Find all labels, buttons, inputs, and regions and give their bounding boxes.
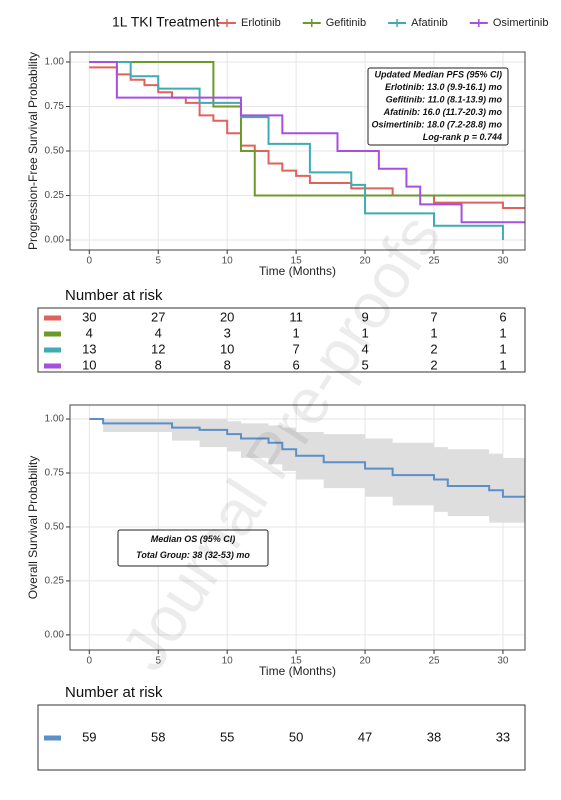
risk-count: 13 bbox=[82, 341, 96, 356]
risk-count: 1 bbox=[499, 325, 506, 340]
risk-count: 50 bbox=[289, 729, 303, 744]
risk-row-key bbox=[44, 735, 61, 741]
x-tick-label: 5 bbox=[155, 656, 161, 667]
risk-count: 58 bbox=[151, 729, 165, 744]
x-tick-label: 25 bbox=[428, 256, 440, 267]
risk-count: 47 bbox=[358, 729, 372, 744]
x-tick-label: 15 bbox=[291, 656, 303, 667]
risk-table-title: Number at risk bbox=[65, 287, 163, 304]
risk-count: 20 bbox=[220, 309, 234, 324]
risk-count: 12 bbox=[151, 341, 165, 356]
risk-table-box bbox=[37, 704, 526, 771]
x-tick-label: 15 bbox=[291, 256, 303, 267]
x-tick-label: 20 bbox=[359, 656, 371, 667]
x-tick-label: 0 bbox=[87, 656, 93, 667]
survival-curve bbox=[89, 418, 525, 498]
risk-count: 10 bbox=[220, 341, 234, 356]
legend-label: Gefitinib bbox=[326, 17, 366, 29]
risk-count: 4 bbox=[361, 341, 368, 356]
risk-count: 1 bbox=[361, 325, 368, 340]
risk-count: 59 bbox=[82, 729, 96, 744]
risk-row-key bbox=[44, 315, 61, 321]
risk-count: 9 bbox=[361, 309, 368, 324]
risk-count: 1 bbox=[430, 325, 437, 340]
x-tick-label: 5 bbox=[155, 256, 161, 267]
risk-count: 2 bbox=[430, 357, 437, 372]
risk-row-key bbox=[44, 363, 61, 369]
y-tick-label: 1.00 bbox=[45, 57, 65, 68]
x-tick-label: 20 bbox=[359, 256, 371, 267]
y-tick-label: 0.75 bbox=[45, 468, 65, 479]
y-tick-label: 1.00 bbox=[45, 414, 65, 425]
risk-row-key bbox=[44, 347, 61, 353]
y-tick-label: 0.75 bbox=[45, 101, 65, 112]
risk-count: 11 bbox=[289, 309, 303, 324]
x-tick-label: 30 bbox=[497, 656, 509, 667]
legend-label: Afatinib bbox=[411, 17, 448, 29]
y-tick-label: 0.00 bbox=[45, 235, 65, 246]
y-tick-label: 0.50 bbox=[45, 522, 65, 533]
plot-border bbox=[69, 51, 526, 251]
annotation-line: Osimertinib: 18.0 (7.2-28.8) mo bbox=[371, 119, 502, 129]
legend-label: Osimertinib bbox=[493, 17, 549, 29]
risk-count: 38 bbox=[427, 729, 441, 744]
risk-count: 10 bbox=[82, 357, 96, 372]
y-axis-title: Overall Survival Probability bbox=[26, 456, 40, 599]
risk-count: 30 bbox=[82, 309, 96, 324]
risk-count: 5 bbox=[361, 357, 368, 372]
risk-count: 6 bbox=[499, 309, 506, 324]
x-tick-label: 25 bbox=[428, 656, 440, 667]
risk-count: 55 bbox=[220, 729, 234, 744]
risk-count: 7 bbox=[293, 341, 300, 356]
y-tick-label: 0.25 bbox=[45, 190, 65, 201]
annotation-line: Total Group: 38 (32-53) mo bbox=[136, 550, 250, 560]
risk-count: 3 bbox=[224, 325, 231, 340]
y-tick-label: 0.00 bbox=[45, 630, 65, 641]
risk-table-box bbox=[37, 307, 526, 373]
y-tick-label: 0.25 bbox=[45, 576, 65, 587]
risk-count: 4 bbox=[155, 325, 162, 340]
risk-count: 8 bbox=[155, 357, 162, 372]
y-tick-label: 0.50 bbox=[45, 146, 65, 157]
annotation-line: Updated Median PFS (95% CI) bbox=[374, 69, 502, 79]
annotation-line: Gefitinib: 11.0 (8.1-13.9) mo bbox=[386, 94, 503, 104]
y-axis-title: Progression-Free Survival Probability bbox=[26, 52, 40, 250]
risk-count: 1 bbox=[293, 325, 300, 340]
x-axis-title: Time (Months) bbox=[259, 264, 336, 278]
confidence-band bbox=[89, 419, 525, 523]
risk-count: 27 bbox=[151, 309, 165, 324]
legend-label: Erlotinib bbox=[241, 17, 281, 29]
x-tick-label: 30 bbox=[497, 256, 509, 267]
risk-count: 6 bbox=[293, 357, 300, 372]
survival-curve bbox=[89, 60, 504, 241]
risk-row-key bbox=[44, 331, 61, 337]
x-tick-label: 10 bbox=[222, 656, 234, 667]
legend-title: 1L TKI Treatment bbox=[112, 14, 219, 30]
risk-count: 8 bbox=[224, 357, 231, 372]
x-tick-label: 0 bbox=[87, 256, 93, 267]
annotation-line: Median OS (95% CI) bbox=[151, 534, 236, 544]
risk-count: 1 bbox=[499, 341, 506, 356]
risk-table-title: Number at risk bbox=[65, 684, 163, 701]
risk-count: 4 bbox=[86, 325, 93, 340]
annotation-line: Erlotinib: 13.0 (9.9-16.1) mo bbox=[385, 82, 503, 92]
x-tick-label: 10 bbox=[222, 256, 234, 267]
x-axis-title: Time (Months) bbox=[259, 664, 336, 678]
survival-curve bbox=[89, 60, 525, 197]
annotation-box bbox=[117, 529, 269, 567]
risk-count: 33 bbox=[496, 729, 510, 744]
plot-border bbox=[69, 404, 526, 651]
survival-curve bbox=[89, 60, 525, 224]
risk-count: 2 bbox=[430, 341, 437, 356]
risk-count: 1 bbox=[499, 357, 506, 372]
annotation-box bbox=[367, 67, 509, 146]
annotation-line: Log-rank p = 0.744 bbox=[423, 132, 502, 142]
annotation-line: Afatinib: 16.0 (11.7-20.3) mo bbox=[383, 107, 503, 117]
risk-count: 7 bbox=[430, 309, 437, 324]
